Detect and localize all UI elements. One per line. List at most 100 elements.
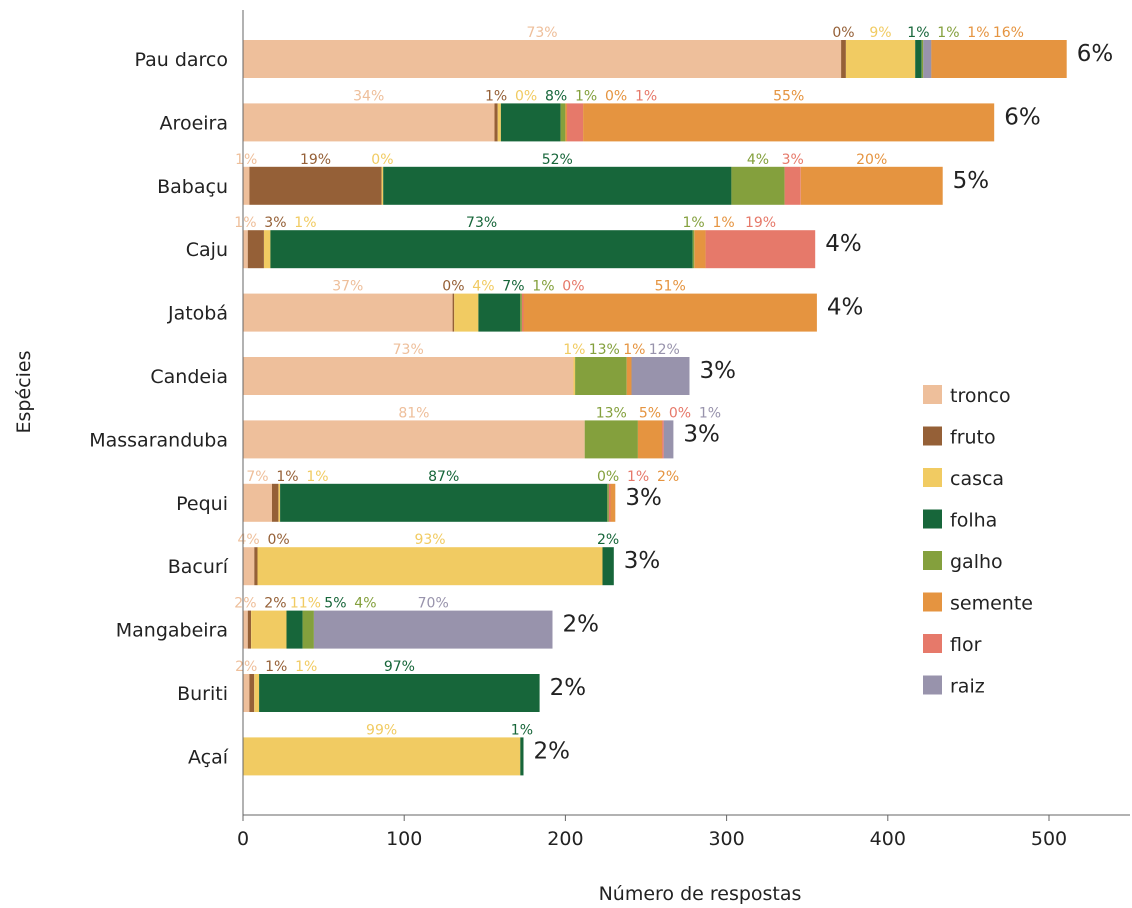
- segment-percent-label: 4%: [237, 532, 259, 548]
- segment-percent-label: 5%: [324, 596, 346, 612]
- segment-percent-label: 3%: [264, 215, 286, 231]
- species-label: Pau darco: [135, 49, 229, 71]
- bar-segment-casca: [251, 610, 287, 649]
- segment-percent-label: 0%: [442, 279, 464, 295]
- segment-percent-label: 2%: [235, 659, 257, 675]
- bar-segment-folha: [520, 737, 524, 776]
- species-label: Mangabeira: [116, 620, 228, 642]
- bar-segment-tronco: [243, 293, 453, 332]
- bar-segment-tronco: [243, 610, 248, 649]
- segment-percent-label: 81%: [398, 405, 429, 421]
- segment-percent-label: 1%: [937, 25, 959, 41]
- segment-percent-label: 0%: [562, 279, 584, 295]
- bar-segment-tronco: [243, 230, 248, 269]
- segment-percent-label: 73%: [466, 215, 497, 231]
- bar-segment-flor: [784, 166, 801, 205]
- legend-swatch-tronco: [923, 385, 942, 404]
- bar-segment-flor: [567, 103, 584, 142]
- segment-percent-label: 70%: [418, 596, 449, 612]
- total-percent-label: 2%: [550, 675, 587, 701]
- bar-segment-semente: [800, 166, 943, 205]
- bars-layer: [243, 40, 1067, 776]
- legend-swatch-semente: [923, 592, 942, 612]
- bar-segment-galho: [921, 40, 924, 78]
- segment-percent-label: 1%: [623, 342, 645, 358]
- legend-swatch-casca: [923, 468, 942, 487]
- legend-swatch-raiz: [923, 675, 942, 695]
- bar-segment-fruto: [249, 674, 255, 712]
- segment-percent-label: 1%: [294, 215, 316, 231]
- x-tick-label: 500: [1031, 828, 1067, 850]
- segment-percent-label: 4%: [747, 152, 769, 168]
- bar-segment-fruto: [841, 40, 846, 78]
- bar-segment-raiz: [313, 610, 553, 649]
- segment-percent-label: 2%: [264, 596, 286, 612]
- segment-percent-label: 1%: [635, 88, 657, 104]
- bar-segment-fruto: [254, 547, 258, 586]
- x-tick-label: 0: [237, 828, 249, 850]
- total-percent-labels: 6%6%5%4%4%3%3%3%3%2%2%2%: [534, 41, 1114, 764]
- bar-segment-tronco: [243, 674, 250, 712]
- segment-percent-label: 2%: [597, 532, 619, 548]
- segment-percent-label: 55%: [773, 88, 804, 104]
- bar-segment-folha: [915, 40, 922, 78]
- segment-percent-labels: 73% 0% 9% 1% 1% 1% 16%34% 1% 0% 8% 1% 0% 1% 55%1% 19% 0…: [234, 25, 1024, 738]
- segment-percent-label: 73%: [393, 342, 424, 358]
- bar-segment-semente: [523, 293, 817, 332]
- segment-percent-label: 0%: [371, 152, 393, 168]
- species-label: Buriti: [177, 683, 228, 705]
- total-percent-label: 3%: [700, 358, 737, 384]
- segment-percent-label: 12%: [649, 342, 680, 358]
- species-label: Açaí: [188, 746, 229, 768]
- bar-segment-galho: [584, 420, 638, 459]
- segment-percent-label: 3%: [782, 152, 804, 168]
- total-percent-label: 2%: [534, 738, 571, 764]
- segment-percent-label: 8%: [545, 88, 567, 104]
- legend-swatch-fruto: [923, 426, 942, 446]
- segment-percent-label: 1%: [234, 215, 256, 231]
- y-axis-title: Espécies: [13, 351, 35, 434]
- bar-segment-tronco: [243, 483, 272, 522]
- segment-percent-label: 99%: [366, 722, 397, 738]
- bar-segment-semente: [565, 103, 567, 142]
- bar-segment-galho: [575, 357, 627, 395]
- legend-label-folha: folha: [950, 510, 997, 532]
- bar-segment-folha: [259, 674, 540, 712]
- bar-segment-flor: [662, 420, 664, 459]
- bar-segment-raiz: [631, 357, 690, 395]
- segment-percent-label: 20%: [856, 152, 887, 168]
- segment-percent-label: 37%: [332, 279, 363, 295]
- bar-segment-semente: [583, 103, 995, 142]
- total-percent-label: 2%: [563, 612, 600, 638]
- bar-segment-galho: [731, 166, 785, 205]
- legend-swatch-flor: [923, 634, 942, 653]
- bar-segment-folha: [270, 230, 693, 269]
- segment-percent-label: 4%: [472, 279, 494, 295]
- total-percent-label: 6%: [1004, 104, 1040, 130]
- segment-percent-label: 97%: [384, 659, 415, 675]
- x-axis-ticks: 0 100 200 300 400 500: [237, 815, 1067, 850]
- total-percent-label: 3%: [683, 421, 720, 447]
- bar-segment-tronco: [243, 547, 255, 586]
- legend-label-galho: galho: [950, 551, 1003, 573]
- bar-segment-semente: [626, 357, 632, 395]
- legend-swatch-folha: [923, 509, 942, 529]
- bar-segment-tronco: [243, 103, 495, 142]
- bar-segment-folha: [500, 103, 561, 142]
- bar-segment-galho: [520, 293, 522, 332]
- bar-segment-raiz: [923, 40, 932, 78]
- segment-percent-label: 5%: [639, 405, 661, 421]
- bar-segment-folha: [286, 610, 303, 649]
- bar-segment-tronco: [243, 420, 585, 459]
- x-tick-label: 100: [386, 828, 422, 850]
- bar-segment-fruto: [452, 293, 455, 332]
- segment-percent-label: 1%: [485, 88, 507, 104]
- bar-segment-casca: [257, 547, 603, 586]
- bar-segment-fruto: [249, 166, 382, 205]
- segment-percent-label: 1%: [682, 215, 704, 231]
- bar-segment-flor: [521, 293, 524, 332]
- bar-segment-semente: [931, 40, 1067, 78]
- bar-segment-casca: [278, 483, 281, 522]
- bar-segment-fruto: [247, 610, 251, 649]
